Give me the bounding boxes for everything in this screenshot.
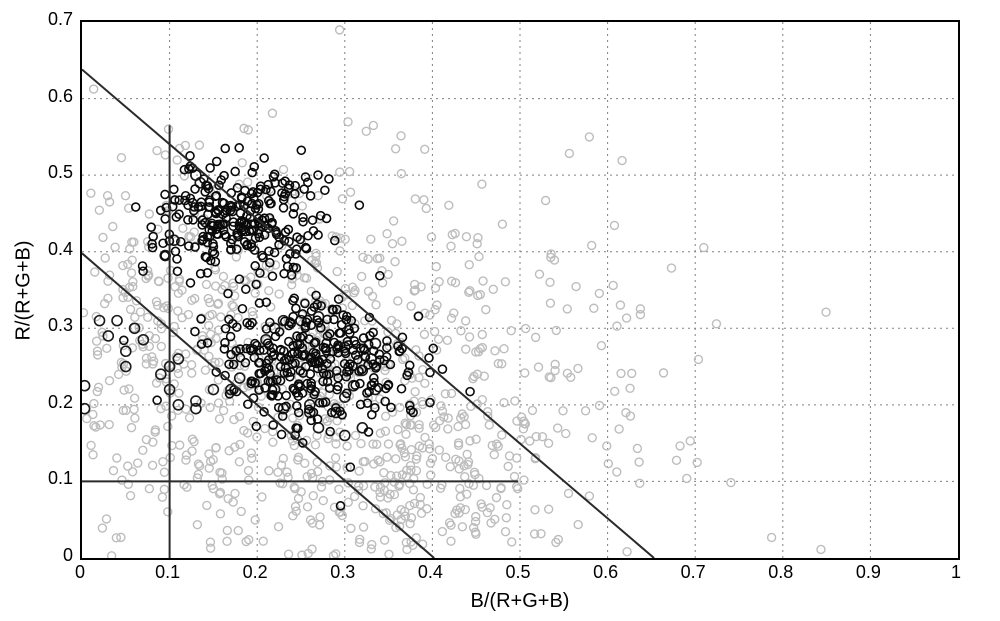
x-tick: 1 bbox=[941, 562, 971, 583]
y-tick: 0 bbox=[35, 545, 73, 566]
y-tick: 0.4 bbox=[35, 239, 73, 260]
grey-cloud bbox=[83, 26, 830, 558]
plot-area bbox=[80, 20, 960, 560]
y-tick: 0.6 bbox=[35, 86, 73, 107]
y-tick: 0.2 bbox=[35, 392, 73, 413]
chart-container: B/(R+G+B) R/(R+G+B) 0 0.1 0.2 0.3 0.4 0.5 0.6 0… bbox=[0, 0, 1000, 621]
x-tick: 0.8 bbox=[766, 562, 796, 583]
x-tick: 0.5 bbox=[503, 562, 533, 583]
x-tick: 0.2 bbox=[240, 562, 270, 583]
y-tick: 0.7 bbox=[35, 9, 73, 30]
x-tick: 0.7 bbox=[678, 562, 708, 583]
x-axis-label: B/(R+G+B) bbox=[80, 590, 960, 613]
y-axis-label: R/(R+G+B) bbox=[10, 20, 38, 560]
x-tick: 0.4 bbox=[415, 562, 445, 583]
grey-tail-left bbox=[82, 124, 267, 418]
y-tick: 0.3 bbox=[35, 315, 73, 336]
x-tick: 0.3 bbox=[328, 562, 358, 583]
plot-svg bbox=[82, 22, 958, 558]
y-tick: 0.5 bbox=[35, 162, 73, 183]
x-tick: 0.9 bbox=[853, 562, 883, 583]
x-tick: 0.1 bbox=[153, 562, 183, 583]
y-tick: 0.1 bbox=[35, 468, 73, 489]
x-tick: 0.6 bbox=[591, 562, 621, 583]
black-dense-top bbox=[132, 144, 364, 289]
